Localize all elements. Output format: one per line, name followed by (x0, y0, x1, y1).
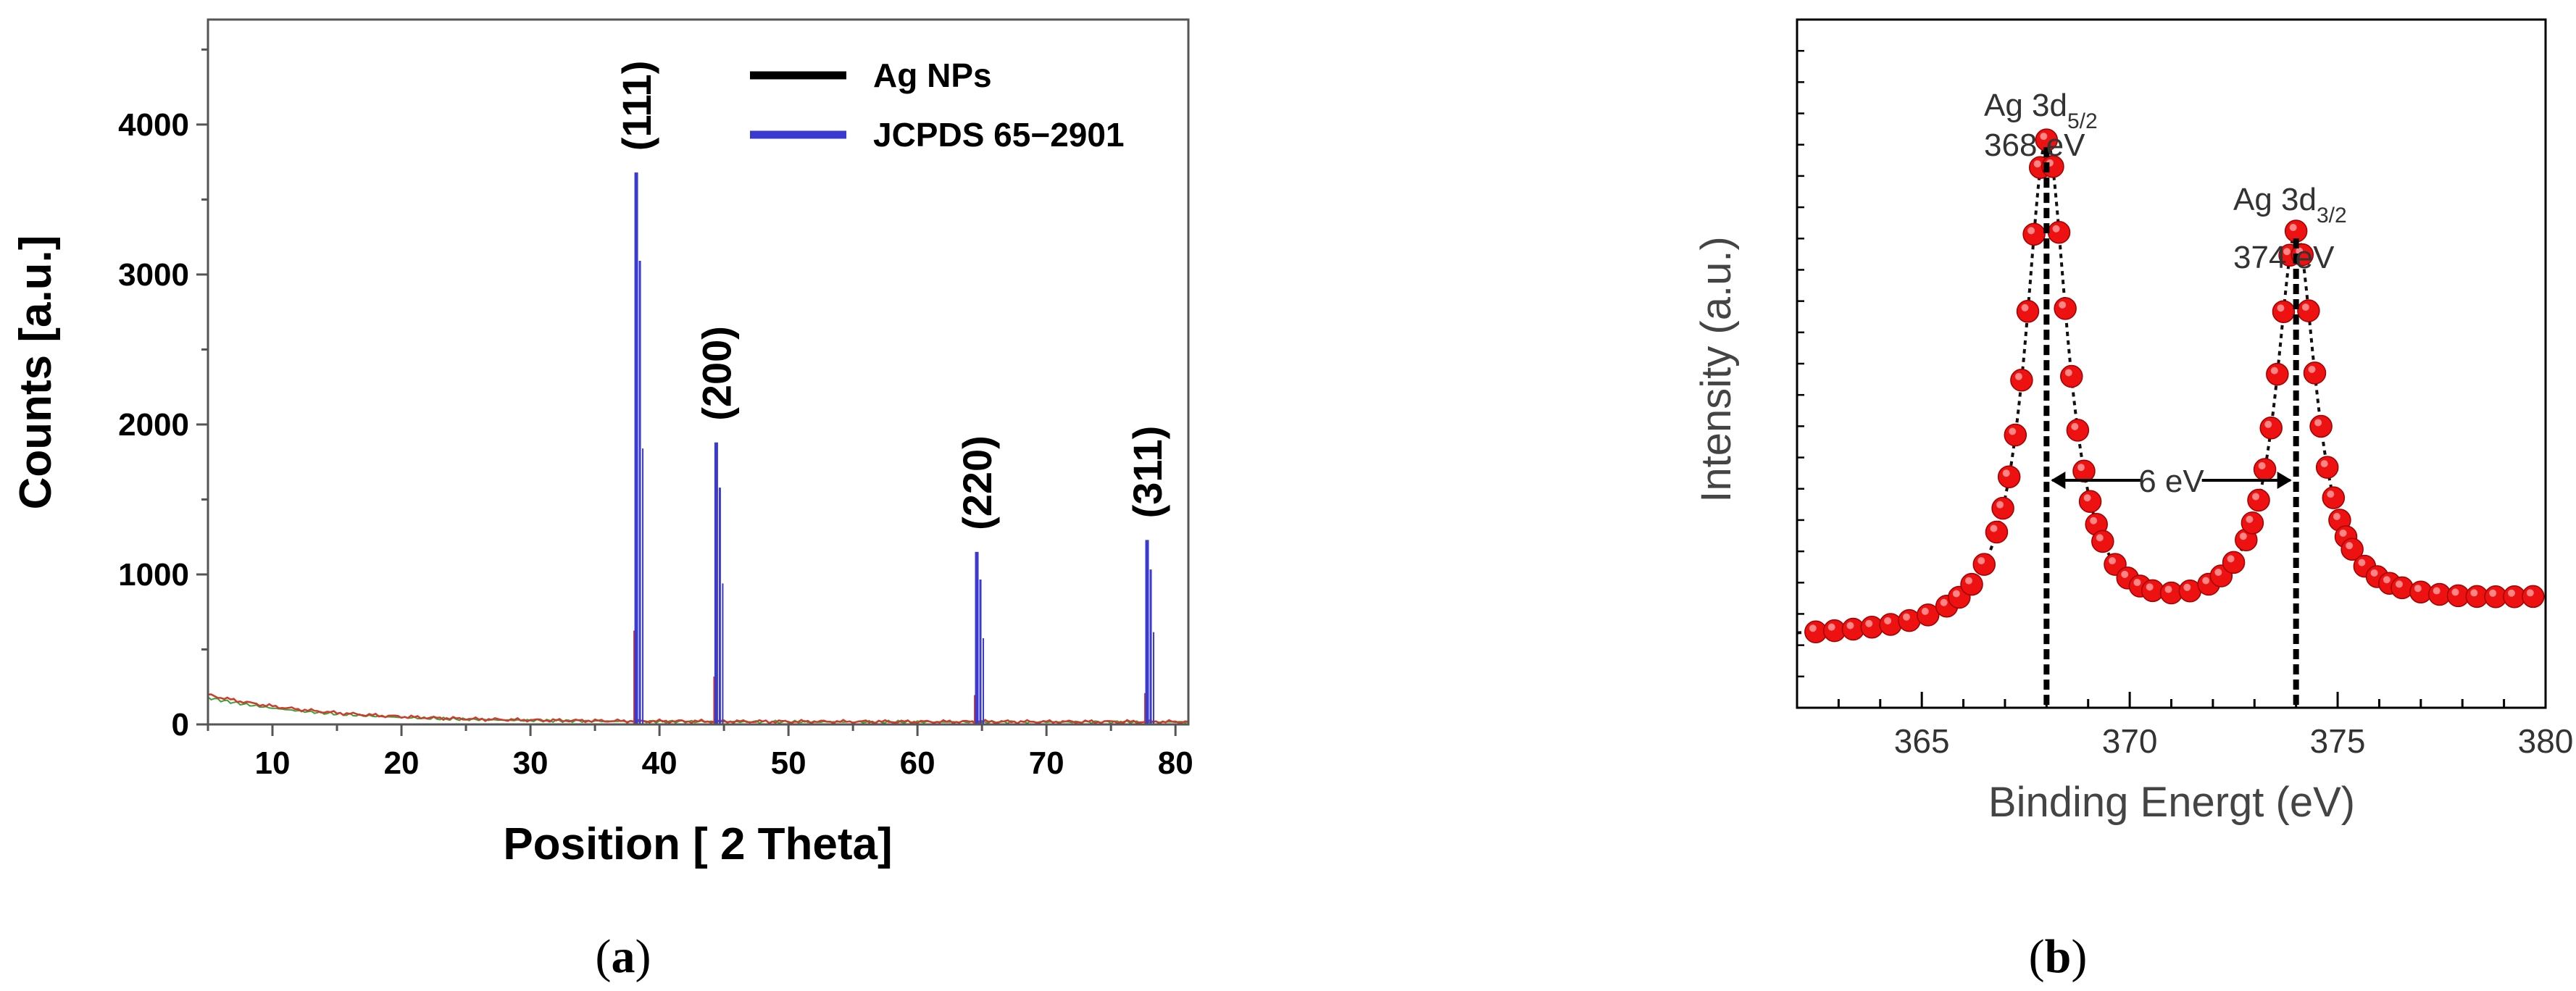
xps-y-ticks (1797, 49, 1804, 678)
xrd-y-ticks: 0 1000 2000 3000 4000 (118, 48, 208, 743)
xps-data-point (2303, 361, 2327, 385)
xps-x-axis-label: Binding Energt (eV) (1988, 779, 2355, 826)
xps-arrow-right-head (2277, 472, 2292, 489)
xrd-peak-label: (200) (693, 326, 739, 421)
xps-data-point (2072, 459, 2096, 482)
xrd-x-tick-label: 50 (771, 745, 806, 781)
xps-data-point (2247, 488, 2270, 512)
xps-data-point (2390, 576, 2414, 600)
xps-plot-frame (1796, 18, 2547, 709)
xps-data-point (2222, 551, 2246, 574)
xrd-peak-label: (111) (614, 61, 659, 151)
xps-x-ticks: 365 370 375 380 (1796, 692, 2574, 760)
xrd-plot-content (207, 172, 1189, 725)
xps-data-point (1991, 496, 2014, 520)
xps-data-point (2004, 423, 2027, 447)
xps-data-point (1898, 609, 1921, 632)
xrd-x-axis-label: Position [ 2 Theta] (503, 819, 892, 869)
xps-x-tick-label: 380 (2518, 722, 2574, 760)
xrd-x-tick-label: 80 (1158, 745, 1193, 781)
xrd-y-axis-label: Counts [a.u.] (11, 235, 61, 510)
xrd-legend: Ag NPs JCPDS 65−2901 (750, 57, 1125, 154)
xrd-y-tick-label: 0 (172, 707, 189, 743)
xrd-y-tick-label: 2000 (118, 407, 189, 443)
xps-peak-label-1: Ag 3d5/2 (1984, 88, 2098, 133)
xrd-background-trace-red (207, 693, 1189, 725)
xps-data-point (2309, 414, 2333, 438)
xps-separation-label: 6 eV (2138, 464, 2204, 499)
xrd-peak-label: (311) (1125, 426, 1170, 519)
xps-peak-value-1: 368 eV (1984, 127, 2085, 163)
xps-data-point (2446, 584, 2470, 608)
xps-data-point (2078, 490, 2102, 514)
xps-data-point (2060, 364, 2083, 388)
xrd-x-tick-label: 70 (1029, 745, 1064, 781)
xps-data-point (2178, 580, 2202, 603)
xrd-x-tick-label: 20 (384, 745, 420, 781)
caption-b: (b) (2029, 930, 2088, 983)
xrd-y-tick-label: 3000 (118, 257, 189, 293)
xps-data-point (2066, 419, 2090, 442)
xrd-legend-label: JCPDS 65−2901 (873, 116, 1125, 154)
xps-data-point (2047, 220, 2071, 244)
xrd-peak-labels: (111) (200) (220) (311) (614, 61, 1170, 530)
xps-x-tick-label: 375 (2310, 722, 2366, 760)
xrd-background-trace-green (207, 696, 1189, 724)
xps-data-point (1997, 465, 2021, 488)
xps-plot-content (1796, 128, 2545, 644)
xrd-x-tick-label: 10 (255, 745, 291, 781)
xps-fit-line (1796, 137, 2544, 635)
xps-data-point (1879, 613, 1902, 636)
xps-data-point (1804, 620, 1827, 644)
xps-peak-value-2: 374 eV (2233, 240, 2335, 275)
xps-data-point (2322, 486, 2346, 509)
xps-data-point (2085, 512, 2108, 536)
xps-data-point (2091, 530, 2114, 553)
xps-data-point (2409, 580, 2433, 603)
xrd-x-tick-label: 30 (513, 745, 549, 781)
xrd-peak-label: (220) (954, 435, 1000, 530)
xps-data-point (2016, 300, 2040, 323)
xps-data-point (1960, 572, 1983, 596)
xps-data-point (2266, 362, 2289, 386)
xps-data-point (1972, 553, 1996, 576)
xps-data-point (2522, 585, 2545, 609)
xps-panel: 365 370 375 380 Binding Energt (eV) Intensi… (1693, 18, 2574, 826)
xrd-x-ticks: 10 20 30 40 50 60 70 80 (207, 724, 1193, 781)
xps-data-point (1917, 603, 1940, 627)
xps-data-point (2272, 300, 2296, 323)
xps-data-point (2022, 222, 2046, 246)
xps-data-point (2259, 417, 2283, 440)
xrd-plot-frame (207, 18, 1190, 726)
xrd-y-tick-label: 1000 (118, 557, 189, 593)
xrd-panel: 10 20 30 40 50 60 70 80 0 1000 2000 3000 4000 Posit… (11, 18, 1193, 869)
xps-x-tick-label: 365 (1894, 722, 1950, 760)
xps-x-tick-label: 370 (2102, 722, 2158, 760)
xps-peak-label-2: Ag 3d3/2 (2233, 182, 2347, 227)
xps-y-axis-label: Intensity (a.u.) (1693, 236, 1740, 502)
xps-data-point (2465, 585, 2489, 609)
xps-arrow-left-head (2051, 472, 2066, 489)
xps-data-point (2010, 369, 2033, 392)
xps-data-point (2315, 456, 2339, 479)
xrd-y-tick-label: 4000 (118, 107, 189, 143)
xrd-x-tick-label: 40 (642, 745, 678, 781)
xrd-legend-label: Ag NPs (873, 57, 992, 94)
xps-data-point (1985, 520, 2009, 544)
xps-data-point (2341, 538, 2364, 561)
xps-data-point (2054, 297, 2077, 320)
xps-data-point (2297, 299, 2320, 322)
xrd-x-tick-label: 60 (900, 745, 935, 781)
caption-a: (a) (596, 930, 651, 983)
xps-data-point (1860, 615, 1884, 639)
xps-data-point (2253, 458, 2277, 481)
xps-data-point (2241, 511, 2264, 535)
